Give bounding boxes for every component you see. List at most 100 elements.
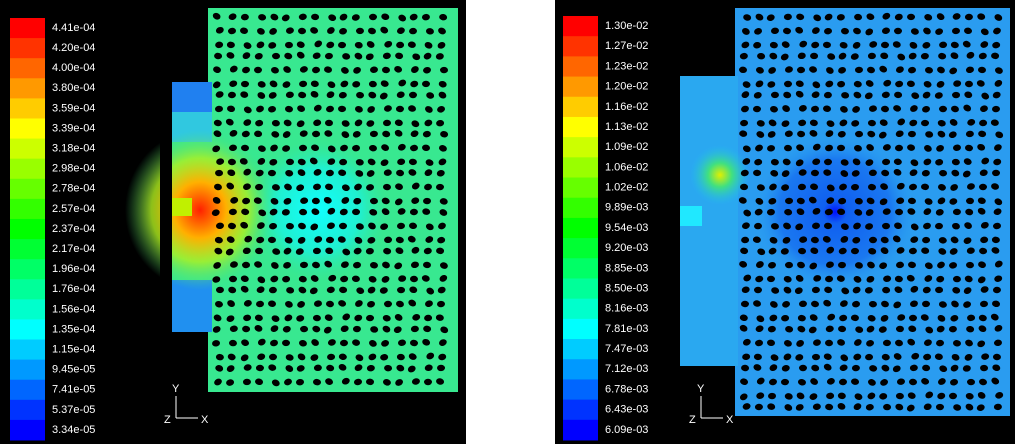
color-swatch <box>10 78 45 99</box>
color-swatch <box>10 340 45 361</box>
color-swatch <box>563 36 598 57</box>
obstacle <box>754 287 762 293</box>
color-swatch <box>10 360 45 381</box>
axis-label: Y <box>697 383 705 395</box>
color-swatch <box>10 400 45 421</box>
obstacle <box>784 81 792 87</box>
obstacle <box>384 301 392 307</box>
colorbar-label: 7.47e-03 <box>605 343 648 355</box>
color-swatch <box>563 137 598 158</box>
color-swatch <box>563 278 598 299</box>
color-swatch <box>563 56 598 77</box>
obstacle <box>409 92 417 98</box>
colorbar-label: 2.17e-04 <box>52 243 95 255</box>
figure: 4.41e-04 4.20e-04 4.00e-04 3.80e-04 3.59e-04… <box>0 0 1015 444</box>
color-swatch <box>10 139 45 160</box>
colorbar-label: 1.30e-02 <box>605 20 648 32</box>
colorbar-label: 1.23e-02 <box>605 60 648 72</box>
color-swatch <box>563 420 598 441</box>
color-swatch <box>10 98 45 119</box>
colorbar-label: 4.41e-04 <box>52 22 95 34</box>
colorbar-label: 2.37e-04 <box>52 223 95 235</box>
color-swatch <box>10 319 45 340</box>
colorbar-label: 8.85e-03 <box>605 262 648 274</box>
colorbar-label: 1.02e-02 <box>605 182 648 194</box>
color-swatch <box>563 117 598 138</box>
colorbar-label: 2.57e-04 <box>52 203 95 215</box>
colorbar-label: 3.80e-04 <box>52 82 95 94</box>
colorbar-label: 6.43e-03 <box>605 404 648 416</box>
colorbar-label: 2.78e-04 <box>52 183 95 195</box>
colorbar-label: 8.16e-03 <box>605 303 648 315</box>
colorbar-label: 1.13e-02 <box>605 121 648 133</box>
obstacle <box>339 223 347 229</box>
color-swatch <box>10 159 45 180</box>
obstacle <box>229 276 237 282</box>
colorbar-label: 3.18e-04 <box>52 143 95 155</box>
colorbar-label: 9.45e-05 <box>52 364 95 376</box>
color-swatch <box>563 198 598 219</box>
obstacle <box>299 145 307 151</box>
colorbar-label: 1.27e-02 <box>605 40 648 52</box>
obstacle <box>979 184 987 190</box>
colorbar-label: 2.98e-04 <box>52 163 95 175</box>
colorbar-label: 7.81e-03 <box>605 323 648 335</box>
colorbar-label: 1.56e-04 <box>52 303 95 315</box>
color-swatch <box>10 420 45 441</box>
obstacle <box>949 393 957 399</box>
obstacle <box>369 14 377 20</box>
axis-label: X <box>726 414 734 426</box>
color-swatch <box>10 380 45 401</box>
color-swatch <box>563 400 598 421</box>
color-swatch <box>10 179 45 200</box>
colorbar-label: 1.35e-04 <box>52 323 95 335</box>
color-swatch <box>563 218 598 239</box>
color-swatch <box>10 299 45 320</box>
colorbar-label: 1.16e-02 <box>605 101 648 113</box>
obstacle <box>909 315 917 321</box>
color-swatch <box>10 199 45 220</box>
color-swatch <box>10 118 45 139</box>
colorbar-label: 9.89e-03 <box>605 202 648 214</box>
colorbar-label: 3.39e-04 <box>52 122 95 134</box>
axis-label: Z <box>164 414 171 426</box>
color-swatch <box>10 219 45 240</box>
color-swatch <box>10 259 45 280</box>
color-swatch <box>563 258 598 279</box>
obstacle <box>269 354 277 360</box>
colorbar-label: 9.54e-03 <box>605 222 648 234</box>
obstacle <box>869 237 877 243</box>
color-swatch <box>563 97 598 118</box>
axis-label: Y <box>172 383 180 395</box>
colorbar-label: 4.00e-04 <box>52 62 95 74</box>
colorbar-label: 5.37e-05 <box>52 404 95 416</box>
color-swatch <box>563 379 598 400</box>
color-swatch <box>563 77 598 98</box>
color-swatch <box>563 157 598 178</box>
colorbar-label: 1.96e-04 <box>52 263 95 275</box>
colorbar-label: 1.76e-04 <box>52 283 95 295</box>
color-swatch <box>10 239 45 260</box>
colorbar-label: 7.12e-03 <box>605 363 648 375</box>
axis-label: X <box>201 414 209 426</box>
colorbar-label: 8.50e-03 <box>605 282 648 294</box>
color-swatch <box>563 16 598 37</box>
colorbar-label: 3.34e-05 <box>52 424 95 436</box>
color-swatch <box>10 18 45 39</box>
color-swatch <box>10 58 45 79</box>
colorbar-label: 3.59e-04 <box>52 102 95 114</box>
colorbar-label: 1.09e-02 <box>605 141 648 153</box>
color-swatch <box>563 359 598 380</box>
colorbar-label: 4.20e-04 <box>52 42 95 54</box>
color-swatch <box>10 279 45 300</box>
obstacle <box>824 159 832 165</box>
color-swatch <box>10 38 45 59</box>
obstacle <box>894 28 902 34</box>
color-swatch <box>563 299 598 320</box>
obstacle <box>799 365 807 371</box>
color-swatch <box>563 319 598 340</box>
color-swatch <box>563 339 598 360</box>
colorbar-label: 7.41e-05 <box>52 384 95 396</box>
color-swatch <box>563 238 598 259</box>
color-swatch <box>563 178 598 199</box>
